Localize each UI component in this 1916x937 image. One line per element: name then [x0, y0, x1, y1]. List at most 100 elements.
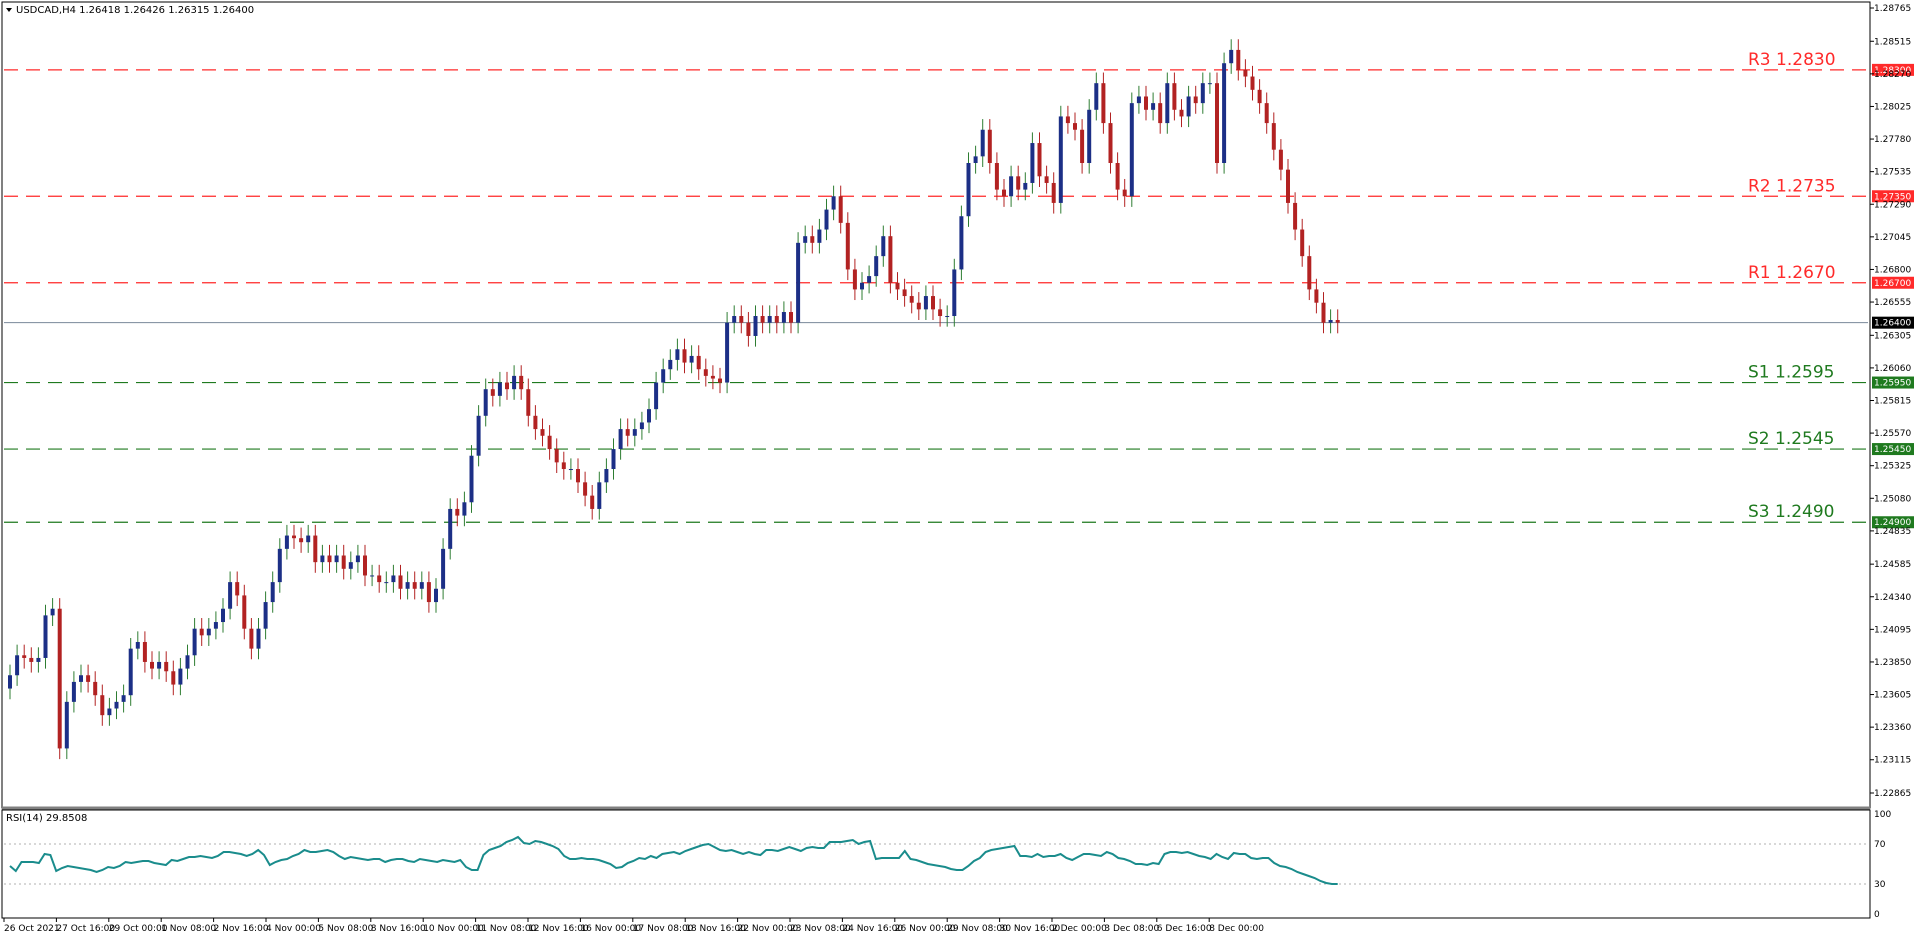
candle-body — [483, 389, 488, 416]
price-tick-label: 1.25815 — [1874, 397, 1911, 407]
candle-body — [306, 535, 311, 543]
level-label: S2 1.2545 — [1748, 429, 1835, 449]
candle-body — [923, 296, 928, 310]
price-tick-label: 1.27290 — [1874, 200, 1911, 210]
candle-body — [1115, 163, 1120, 190]
candle-body — [881, 236, 886, 257]
candle-body — [1229, 49, 1234, 64]
candle-body — [1030, 143, 1035, 183]
candle-body — [448, 508, 453, 549]
price-tick-label: 1.23850 — [1874, 658, 1911, 668]
candle-body — [1073, 123, 1077, 130]
price-tick-label: 1.27045 — [1874, 233, 1911, 243]
candle-body — [1051, 182, 1056, 203]
level-price-tag — [1872, 63, 1914, 76]
candle-body — [845, 222, 850, 270]
time-tick-label: 10 Nov 00:00 — [423, 924, 484, 934]
price-tick-label: 1.25080 — [1874, 494, 1911, 504]
candle-body — [334, 555, 339, 563]
dropdown-triangle-icon[interactable] — [6, 8, 12, 12]
candle-body — [405, 582, 410, 589]
candle-body — [476, 415, 481, 456]
level-price-tag-text: 1.28300 — [1874, 66, 1911, 76]
candle-body — [1278, 149, 1283, 170]
candle-body — [1158, 103, 1163, 124]
candle-body — [142, 641, 147, 662]
candle-body — [1144, 96, 1148, 110]
time-tick-label: 1 Nov 08:00 — [161, 924, 216, 934]
candle-body — [213, 622, 218, 629]
price-tick-label: 1.28270 — [1874, 70, 1911, 80]
candle-body — [576, 469, 580, 483]
candle-body — [469, 455, 474, 503]
price-tick-label: 1.28765 — [1874, 4, 1911, 14]
rsi-title: RSI(14) 29.8508 — [6, 813, 87, 824]
candle-body — [1186, 96, 1191, 117]
candle-body — [128, 648, 133, 696]
candle-body — [1193, 96, 1198, 104]
candle-body — [760, 316, 765, 323]
price-tick-label: 1.22865 — [1874, 789, 1911, 799]
level-price-tag-text: 1.27350 — [1874, 192, 1911, 202]
candle-body — [718, 378, 722, 383]
candle-body — [135, 641, 140, 649]
candle-body — [100, 695, 105, 716]
candle-body — [1321, 302, 1326, 323]
candle-body — [29, 657, 34, 662]
candle-body — [50, 608, 55, 616]
candle-body — [164, 661, 169, 672]
price-tick-label: 1.26800 — [1874, 265, 1911, 275]
time-tick-label: 12 Nov 16:00 — [528, 924, 589, 934]
price-tick-label: 1.24340 — [1874, 593, 1911, 603]
candle-body — [1136, 96, 1141, 104]
candle-body — [554, 449, 559, 463]
candle-body — [242, 595, 247, 629]
candle-body — [426, 582, 431, 603]
candle-body — [199, 628, 204, 636]
candle-body — [299, 538, 304, 543]
candle-body — [789, 312, 793, 323]
time-tick-label: 2 Dec 00:00 — [1052, 924, 1107, 934]
candle-body — [277, 548, 282, 583]
candle-body — [987, 129, 992, 164]
candle-body — [931, 296, 935, 310]
support-resistance-levels: R3 1.2830 1.28300 R2 1.2735 1.27350 R1 1.267… — [4, 50, 1914, 529]
candle-body — [895, 282, 900, 290]
candle-body — [1328, 320, 1333, 323]
candle-body — [618, 429, 623, 450]
candle-body — [597, 482, 602, 509]
candle-body — [753, 316, 758, 336]
price-tick-label: 1.26555 — [1874, 298, 1911, 308]
candle-body — [64, 701, 69, 749]
candle-body — [710, 375, 715, 379]
candle-body — [462, 502, 467, 516]
candle-body — [235, 582, 240, 596]
candle-body — [384, 582, 389, 584]
candle-body — [512, 375, 517, 390]
candle-body — [86, 675, 91, 682]
price-tick-label: 1.25325 — [1874, 462, 1911, 472]
candle-body — [1179, 109, 1184, 117]
candle-body — [505, 382, 509, 390]
time-tick-label: 26 Oct 2021 — [4, 924, 60, 934]
candle-body — [1151, 103, 1156, 110]
candle-body — [348, 562, 353, 569]
time-tick-label: 17 Nov 08:00 — [633, 924, 694, 934]
candle-body — [661, 369, 666, 383]
time-tick-label: 30 Nov 16:00 — [1000, 924, 1061, 934]
candle-body — [696, 355, 701, 370]
time-tick-label: 2 Nov 16:00 — [214, 924, 269, 934]
time-tick-label: 29 Oct 00:00 — [109, 924, 168, 934]
candle-body — [1101, 83, 1106, 124]
candle-body — [249, 628, 254, 649]
level-price-tag-text: 1.24900 — [1874, 518, 1911, 528]
candle-body — [1037, 143, 1042, 177]
level-price-tag — [1872, 516, 1914, 529]
time-tick-label: 18 Nov 16:00 — [685, 924, 746, 934]
candle-body — [1243, 69, 1248, 77]
candle-body — [292, 535, 296, 539]
candle-body — [838, 196, 843, 223]
candle-body — [867, 276, 872, 283]
price-tick-label: 1.23115 — [1874, 756, 1911, 766]
